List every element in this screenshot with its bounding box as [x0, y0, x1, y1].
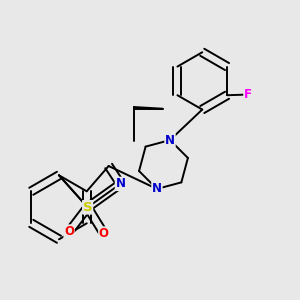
Text: N: N: [152, 182, 162, 195]
Text: N: N: [116, 177, 125, 190]
Text: N: N: [165, 134, 175, 147]
Text: O: O: [99, 227, 109, 240]
Text: S: S: [83, 201, 92, 214]
Text: O: O: [64, 225, 74, 238]
Text: F: F: [244, 88, 252, 101]
